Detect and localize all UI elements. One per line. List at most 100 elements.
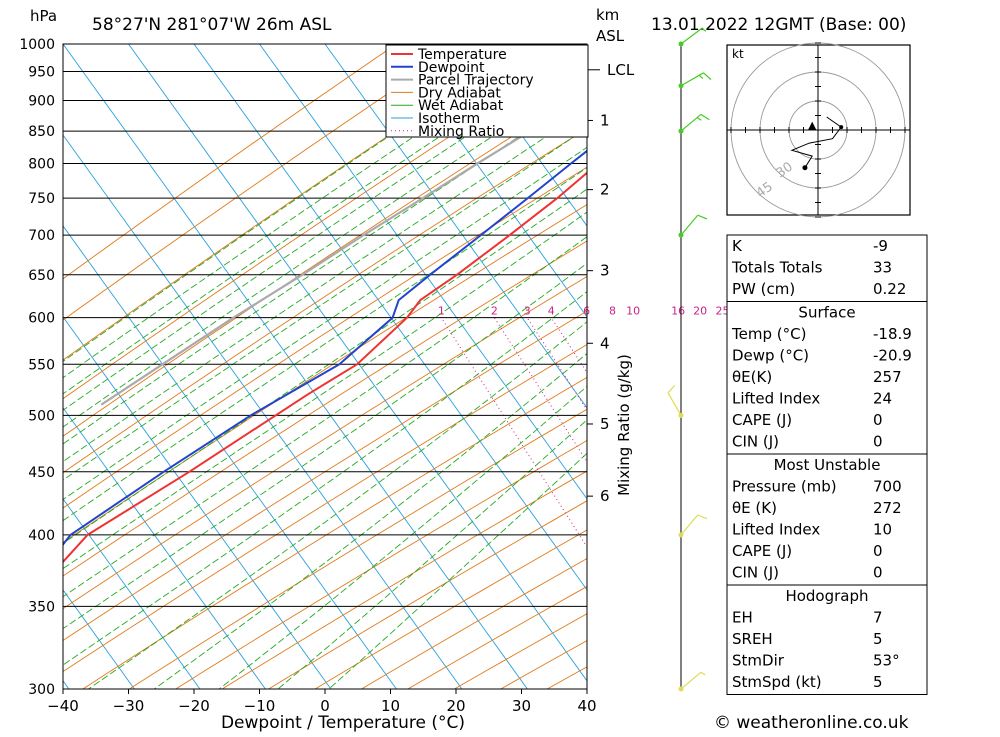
height-tick-label: 1 <box>600 112 610 130</box>
hodograph-title: Hodograph <box>785 587 868 605</box>
wind-barb-feather <box>698 215 707 219</box>
wind-barb-feather <box>698 515 707 519</box>
wet-adiabat-line <box>0 44 632 689</box>
index-value: 24 <box>873 390 892 408</box>
pressure-tick-label: 450 <box>28 465 55 481</box>
index-value: -9 <box>873 237 888 255</box>
wet-adiabat-line <box>0 44 554 689</box>
index-value: 0 <box>873 564 883 582</box>
index-value: 0 <box>873 433 883 451</box>
mixing-ratio-label: 2 <box>491 305 498 318</box>
temperature-tick-label: −20 <box>178 697 210 715</box>
most-unstable-title: Most Unstable <box>774 456 881 474</box>
pressure-tick-label: 700 <box>28 228 55 244</box>
index-label: PW (cm) <box>732 280 795 298</box>
pressure-tick-label: 900 <box>28 93 55 109</box>
isotherm-line <box>194 44 658 689</box>
isotherm-line <box>0 44 3 689</box>
index-label: Temp (°C) <box>731 325 806 343</box>
wind-profile <box>668 28 711 691</box>
legend-label: Mixing Ratio <box>418 124 504 140</box>
pressure-tick-label: 500 <box>28 408 55 424</box>
pressure-tick-label: 400 <box>28 528 55 544</box>
temperature-tick-label: −40 <box>47 697 79 715</box>
height-tick-label: 2 <box>600 181 610 199</box>
hodograph-end-dot <box>802 165 807 170</box>
index-label: StmDir <box>732 652 785 670</box>
mixing-ratio-label: 16 <box>671 305 685 318</box>
wind-barb-feather <box>668 385 675 392</box>
wind-barb-staff <box>681 215 698 235</box>
height-tick-label: 5 <box>600 415 610 433</box>
temperature-tick-label: 30 <box>512 697 531 715</box>
asl-unit-label: ASL <box>596 27 625 45</box>
wind-barb-staff <box>681 672 701 689</box>
datetime-title: 13.01.2022 12GMT (Base: 00) <box>651 15 906 35</box>
pressure-axis: 3003504004505005506006507007508008509009… <box>19 37 55 698</box>
index-value: 0.22 <box>873 280 906 298</box>
wind-barb-feather <box>699 75 703 78</box>
index-value: 272 <box>873 499 902 517</box>
hodograph-unit: kt <box>732 47 744 61</box>
index-value: 53° <box>873 652 900 670</box>
index-value: 5 <box>873 630 883 648</box>
pressure-tick-label: 850 <box>28 124 55 140</box>
x-axis-title: Dewpoint / Temperature (°C) <box>221 713 465 733</box>
pressure-tick-label: 300 <box>28 682 55 698</box>
mixing-ratio-label: 4 <box>548 305 555 318</box>
pressure-tick-label: 950 <box>28 65 55 81</box>
index-label: Lifted Index <box>732 390 820 408</box>
wind-barb-feather <box>701 672 705 675</box>
index-value: 33 <box>873 259 892 277</box>
wind-barb-staff <box>681 73 704 86</box>
mixing-ratio-line <box>441 318 677 689</box>
index-value: 257 <box>873 368 902 386</box>
km-unit-label: km <box>596 6 619 24</box>
wind-barb-staff <box>681 515 698 535</box>
height-tick-label: 4 <box>600 334 610 352</box>
wind-barb-staff <box>668 393 681 416</box>
isotherm-line <box>63 44 527 689</box>
height-tick-label: 3 <box>600 262 610 280</box>
wind-barb-feather <box>701 114 710 119</box>
pressure-tick-label: 800 <box>28 157 55 173</box>
pressure-tick-label: 650 <box>28 268 55 284</box>
index-label: SREH <box>732 630 773 648</box>
mixing-ratio-label: 3 <box>524 305 531 318</box>
index-value: 10 <box>873 521 892 539</box>
temperature-tick-label: 40 <box>577 697 596 715</box>
index-label: Dewp (°C) <box>732 347 809 365</box>
isotherm-line <box>129 44 593 689</box>
temperature-tick-label: −30 <box>113 697 145 715</box>
index-value: 700 <box>873 478 902 496</box>
height-tick-label: 6 <box>600 487 610 505</box>
index-label: Totals Totals <box>731 259 823 277</box>
mixing-ratio-line <box>494 318 733 689</box>
index-label: CIN (J) <box>732 433 779 451</box>
index-label: θE(K) <box>732 368 772 386</box>
index-label: Pressure (mb) <box>732 478 837 496</box>
index-label: CAPE (J) <box>732 542 792 560</box>
mixing-ratio-label: 20 <box>693 305 707 318</box>
index-label: Lifted Index <box>732 521 820 539</box>
index-label: CAPE (J) <box>732 411 792 429</box>
isotherm-line <box>0 44 462 689</box>
mixing-ratio-axis-title: Mixing Ratio (g/kg) <box>615 354 633 496</box>
pressure-tick-label: 350 <box>28 599 55 615</box>
lcl-label: LCL <box>607 61 635 79</box>
index-value: -20.9 <box>873 347 912 365</box>
index-label: StmSpd (kt) <box>732 673 822 691</box>
copyright: © weatheronline.co.uk <box>714 713 909 733</box>
index-label: CIN (J) <box>732 564 779 582</box>
mixing-ratio-label: 10 <box>626 305 640 318</box>
index-value: 0 <box>873 542 883 560</box>
wind-barb-staff <box>681 114 701 131</box>
mixing-ratio-label: 1 <box>438 305 445 318</box>
